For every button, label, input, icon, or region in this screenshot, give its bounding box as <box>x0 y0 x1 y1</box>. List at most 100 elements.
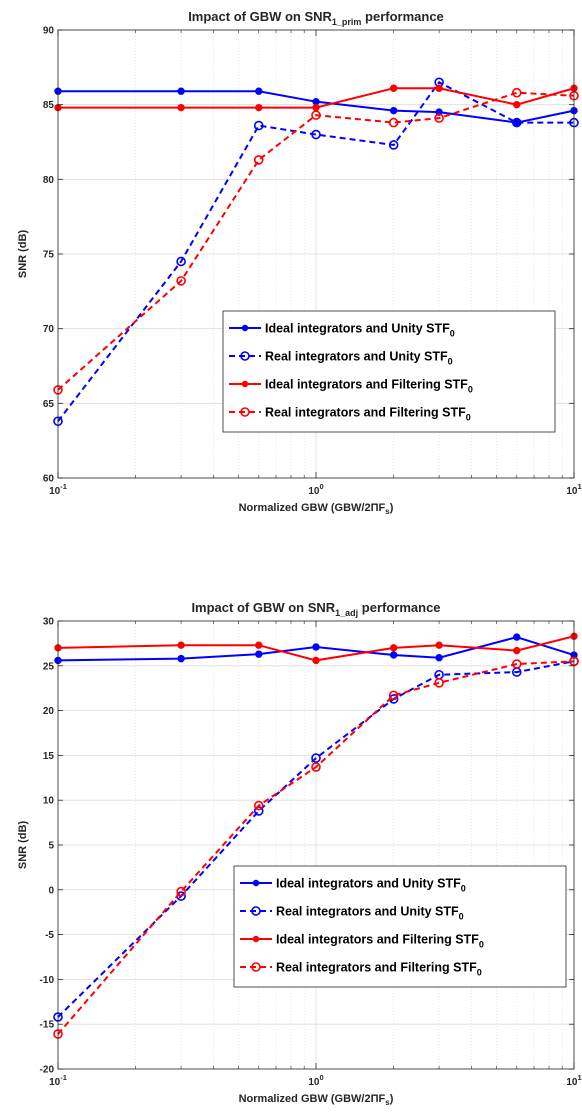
data-point <box>435 641 443 649</box>
data-point <box>388 140 399 150</box>
legend-entry: Real integrators and Filtering STF0 <box>265 406 471 423</box>
x-tick-label: 101 <box>566 482 581 497</box>
data-point <box>311 129 321 140</box>
series-line <box>57 660 575 1018</box>
y-tick-label: 85 <box>43 100 55 111</box>
data-point <box>311 110 321 120</box>
data-point <box>253 120 264 131</box>
legend-marker <box>252 879 260 887</box>
data-point <box>255 650 263 658</box>
y-axis-label: SNR (dB) <box>17 230 29 279</box>
data-point <box>176 256 186 267</box>
data-point <box>434 678 444 688</box>
data-point <box>312 643 320 651</box>
x-tick-label: 10-1 <box>49 1073 67 1088</box>
data-point <box>253 155 264 165</box>
series-1 <box>54 633 578 665</box>
data-point <box>255 103 263 112</box>
legend-marker <box>252 935 260 943</box>
y-tick-label: 15 <box>43 751 55 762</box>
data-point <box>311 753 321 763</box>
legend-entry: Real integrators and Unity STF0 <box>276 905 464 922</box>
data-point <box>176 886 186 897</box>
legend-entry: Ideal integrators and Unity STF0 <box>276 877 466 894</box>
chart-title: Impact of GBW on SNR1_adj performance <box>191 600 440 618</box>
y-tick-label: 70 <box>43 324 55 335</box>
series-line <box>58 87 575 109</box>
y-axis-label: SNR (dB) <box>17 821 29 870</box>
y-tick-label: 65 <box>43 399 55 410</box>
y-tick-label: -5 <box>45 930 54 941</box>
data-point <box>177 87 185 95</box>
series-line <box>57 660 575 1035</box>
data-point <box>511 87 522 98</box>
data-point <box>435 84 443 92</box>
series-4 <box>53 87 579 395</box>
data-point <box>253 800 264 811</box>
data-point <box>513 633 521 641</box>
data-point <box>312 103 320 112</box>
data-point <box>389 106 398 115</box>
data-point <box>389 84 398 92</box>
y-tick-label: 60 <box>43 474 55 485</box>
series-group <box>53 632 579 1039</box>
y-tick-label: -20 <box>40 1065 55 1076</box>
data-point <box>511 117 522 128</box>
legend-marker <box>240 407 250 417</box>
data-point <box>312 97 320 106</box>
legend-marker <box>240 351 250 361</box>
y-tick-label: -10 <box>40 975 55 986</box>
legend: Ideal integrators and Unity STF0 Real int… <box>233 865 567 988</box>
x-axis-label: Normalized GBW (GBW/2ΠFs) <box>239 502 394 516</box>
y-tick-label: 20 <box>43 706 55 717</box>
data-point <box>388 117 399 128</box>
chart-1: 60 65 70 75 80 85 90 10-1 100 101 Impact of GBW on… <box>17 9 582 516</box>
data-point <box>513 100 521 109</box>
data-point <box>511 659 522 669</box>
y-tick-label: -15 <box>40 1020 55 1031</box>
legend-marker <box>251 962 261 972</box>
legend: Ideal integrators and Unity STF0 Real int… <box>222 310 556 433</box>
legend-marker <box>241 380 249 388</box>
legend-entry: Ideal integrators and Unity STF0 <box>265 322 455 339</box>
data-point <box>255 641 263 649</box>
y-tick-label: 25 <box>43 661 55 672</box>
y-tick-label: 75 <box>43 250 55 261</box>
legend-entry: Ideal integrators and Filtering STF0 <box>265 378 473 395</box>
x-tick-label: 101 <box>566 1073 581 1088</box>
y-tick-label: 0 <box>48 885 54 896</box>
y-tick-label: 30 <box>43 617 55 628</box>
legend-marker <box>241 324 249 332</box>
data-point <box>177 654 185 663</box>
data-point <box>177 103 185 112</box>
series-line <box>57 635 575 662</box>
x-tick-label: 10-1 <box>49 482 67 497</box>
y-tick-label: 10 <box>43 796 55 807</box>
legend-entry: Real integrators and Filtering STF0 <box>276 961 482 978</box>
data-point <box>177 641 185 649</box>
data-point <box>388 690 399 701</box>
data-point <box>255 87 263 95</box>
y-tick-label: 5 <box>48 841 54 852</box>
data-point <box>312 656 320 665</box>
series-line <box>57 91 575 391</box>
legend-marker <box>251 906 261 916</box>
data-point <box>434 113 444 123</box>
x-tick-label: 100 <box>308 482 323 497</box>
legend-entry: Ideal integrators and Filtering STF0 <box>276 933 484 950</box>
data-point <box>389 644 398 652</box>
data-point <box>513 646 521 655</box>
x-tick-label: 100 <box>308 1073 323 1088</box>
data-point <box>176 276 186 286</box>
x-axis-label: Normalized GBW (GBW/2ΠFs) <box>239 1093 394 1107</box>
legend-entry: Real integrators and Unity STF0 <box>265 350 453 367</box>
data-point <box>311 762 321 772</box>
series-line <box>58 90 575 124</box>
y-tick-label: 80 <box>43 175 55 186</box>
data-point <box>435 654 443 662</box>
series-2 <box>53 77 579 427</box>
chart-title: Impact of GBW on SNR1_prim performance <box>188 9 444 27</box>
y-tick-label: 90 <box>43 26 55 37</box>
series-group <box>53 77 579 427</box>
